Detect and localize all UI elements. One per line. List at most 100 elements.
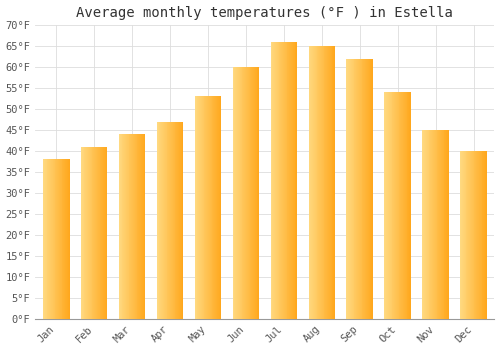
Bar: [485, 151, 486, 319]
Bar: [405, 92, 406, 319]
Bar: [204, 96, 206, 319]
Bar: [169, 121, 170, 319]
Bar: [460, 151, 487, 319]
Bar: [476, 151, 477, 319]
Bar: [214, 96, 215, 319]
Bar: [139, 134, 140, 319]
Bar: [296, 42, 297, 319]
Bar: [248, 67, 250, 319]
Bar: [162, 121, 163, 319]
Bar: [351, 58, 352, 319]
Bar: [52, 160, 54, 319]
Bar: [436, 130, 438, 319]
Bar: [57, 160, 58, 319]
Bar: [486, 151, 487, 319]
Bar: [358, 58, 359, 319]
Bar: [232, 67, 259, 319]
Bar: [163, 121, 164, 319]
Bar: [201, 96, 202, 319]
Bar: [174, 121, 176, 319]
Bar: [348, 58, 349, 319]
Bar: [277, 42, 278, 319]
Bar: [102, 147, 103, 319]
Bar: [311, 46, 312, 319]
Bar: [308, 46, 335, 319]
Bar: [354, 58, 356, 319]
Bar: [244, 67, 245, 319]
Bar: [368, 58, 370, 319]
Bar: [255, 67, 256, 319]
Bar: [92, 147, 94, 319]
Bar: [208, 96, 209, 319]
Bar: [210, 96, 212, 319]
Bar: [94, 147, 95, 319]
Bar: [394, 92, 395, 319]
Bar: [67, 160, 68, 319]
Bar: [422, 130, 449, 319]
Bar: [318, 46, 319, 319]
Bar: [132, 134, 133, 319]
Bar: [327, 46, 328, 319]
Bar: [105, 147, 106, 319]
Bar: [165, 121, 166, 319]
Bar: [480, 151, 482, 319]
Bar: [346, 58, 373, 319]
Bar: [43, 160, 70, 319]
Bar: [280, 42, 281, 319]
Bar: [44, 160, 45, 319]
Bar: [330, 46, 332, 319]
Bar: [362, 58, 364, 319]
Bar: [469, 151, 470, 319]
Bar: [285, 42, 286, 319]
Bar: [308, 46, 310, 319]
Bar: [119, 134, 146, 319]
Bar: [125, 134, 126, 319]
Bar: [372, 58, 373, 319]
Bar: [209, 96, 210, 319]
Bar: [237, 67, 238, 319]
Bar: [43, 160, 44, 319]
Bar: [89, 147, 90, 319]
Title: Average monthly temperatures (°F ) in Estella: Average monthly temperatures (°F ) in Es…: [76, 6, 454, 20]
Bar: [430, 130, 431, 319]
Bar: [324, 46, 326, 319]
Bar: [470, 151, 471, 319]
Bar: [422, 130, 424, 319]
Bar: [314, 46, 315, 319]
Bar: [468, 151, 469, 319]
Bar: [138, 134, 139, 319]
Bar: [275, 42, 276, 319]
Bar: [278, 42, 280, 319]
Bar: [400, 92, 401, 319]
Bar: [180, 121, 182, 319]
Bar: [54, 160, 56, 319]
Bar: [428, 130, 430, 319]
Bar: [404, 92, 405, 319]
Bar: [126, 134, 127, 319]
Bar: [194, 96, 222, 319]
Bar: [274, 42, 275, 319]
Bar: [292, 42, 293, 319]
Bar: [60, 160, 62, 319]
Bar: [218, 96, 220, 319]
Bar: [334, 46, 335, 319]
Bar: [217, 96, 218, 319]
Bar: [161, 121, 162, 319]
Bar: [431, 130, 432, 319]
Bar: [81, 147, 82, 319]
Bar: [472, 151, 474, 319]
Bar: [168, 121, 169, 319]
Bar: [444, 130, 446, 319]
Bar: [236, 67, 237, 319]
Bar: [130, 134, 132, 319]
Bar: [474, 151, 476, 319]
Bar: [179, 121, 180, 319]
Bar: [409, 92, 410, 319]
Bar: [164, 121, 165, 319]
Bar: [442, 130, 444, 319]
Bar: [172, 121, 174, 319]
Bar: [357, 58, 358, 319]
Bar: [270, 42, 297, 319]
Bar: [141, 134, 142, 319]
Bar: [122, 134, 124, 319]
